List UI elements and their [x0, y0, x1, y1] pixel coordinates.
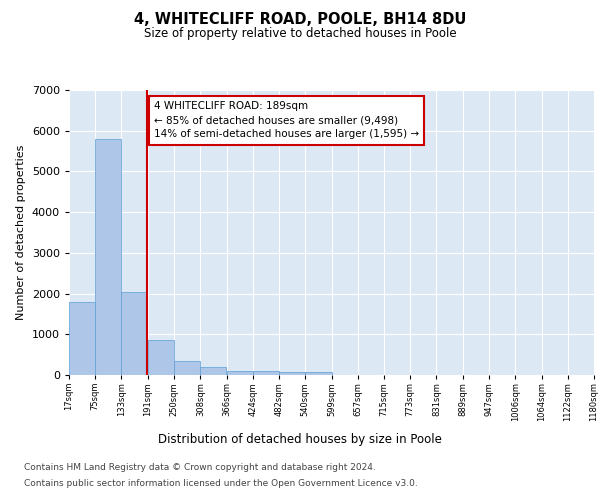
- Bar: [148, 340, 174, 375]
- Bar: [174, 361, 200, 375]
- Bar: [69, 302, 95, 375]
- Y-axis label: Number of detached properties: Number of detached properties: [16, 145, 26, 320]
- Bar: [279, 372, 305, 375]
- Bar: [95, 139, 121, 375]
- Bar: [200, 367, 226, 375]
- Bar: [121, 292, 148, 375]
- Text: Size of property relative to detached houses in Poole: Size of property relative to detached ho…: [143, 28, 457, 40]
- Text: 4 WHITECLIFF ROAD: 189sqm
← 85% of detached houses are smaller (9,498)
14% of se: 4 WHITECLIFF ROAD: 189sqm ← 85% of detac…: [154, 102, 419, 140]
- Text: 4, WHITECLIFF ROAD, POOLE, BH14 8DU: 4, WHITECLIFF ROAD, POOLE, BH14 8DU: [134, 12, 466, 28]
- Text: Distribution of detached houses by size in Poole: Distribution of detached houses by size …: [158, 432, 442, 446]
- Bar: [305, 372, 332, 375]
- Text: Contains public sector information licensed under the Open Government Licence v3: Contains public sector information licen…: [24, 479, 418, 488]
- Bar: [227, 370, 253, 375]
- Bar: [253, 371, 279, 375]
- Text: Contains HM Land Registry data © Crown copyright and database right 2024.: Contains HM Land Registry data © Crown c…: [24, 462, 376, 471]
